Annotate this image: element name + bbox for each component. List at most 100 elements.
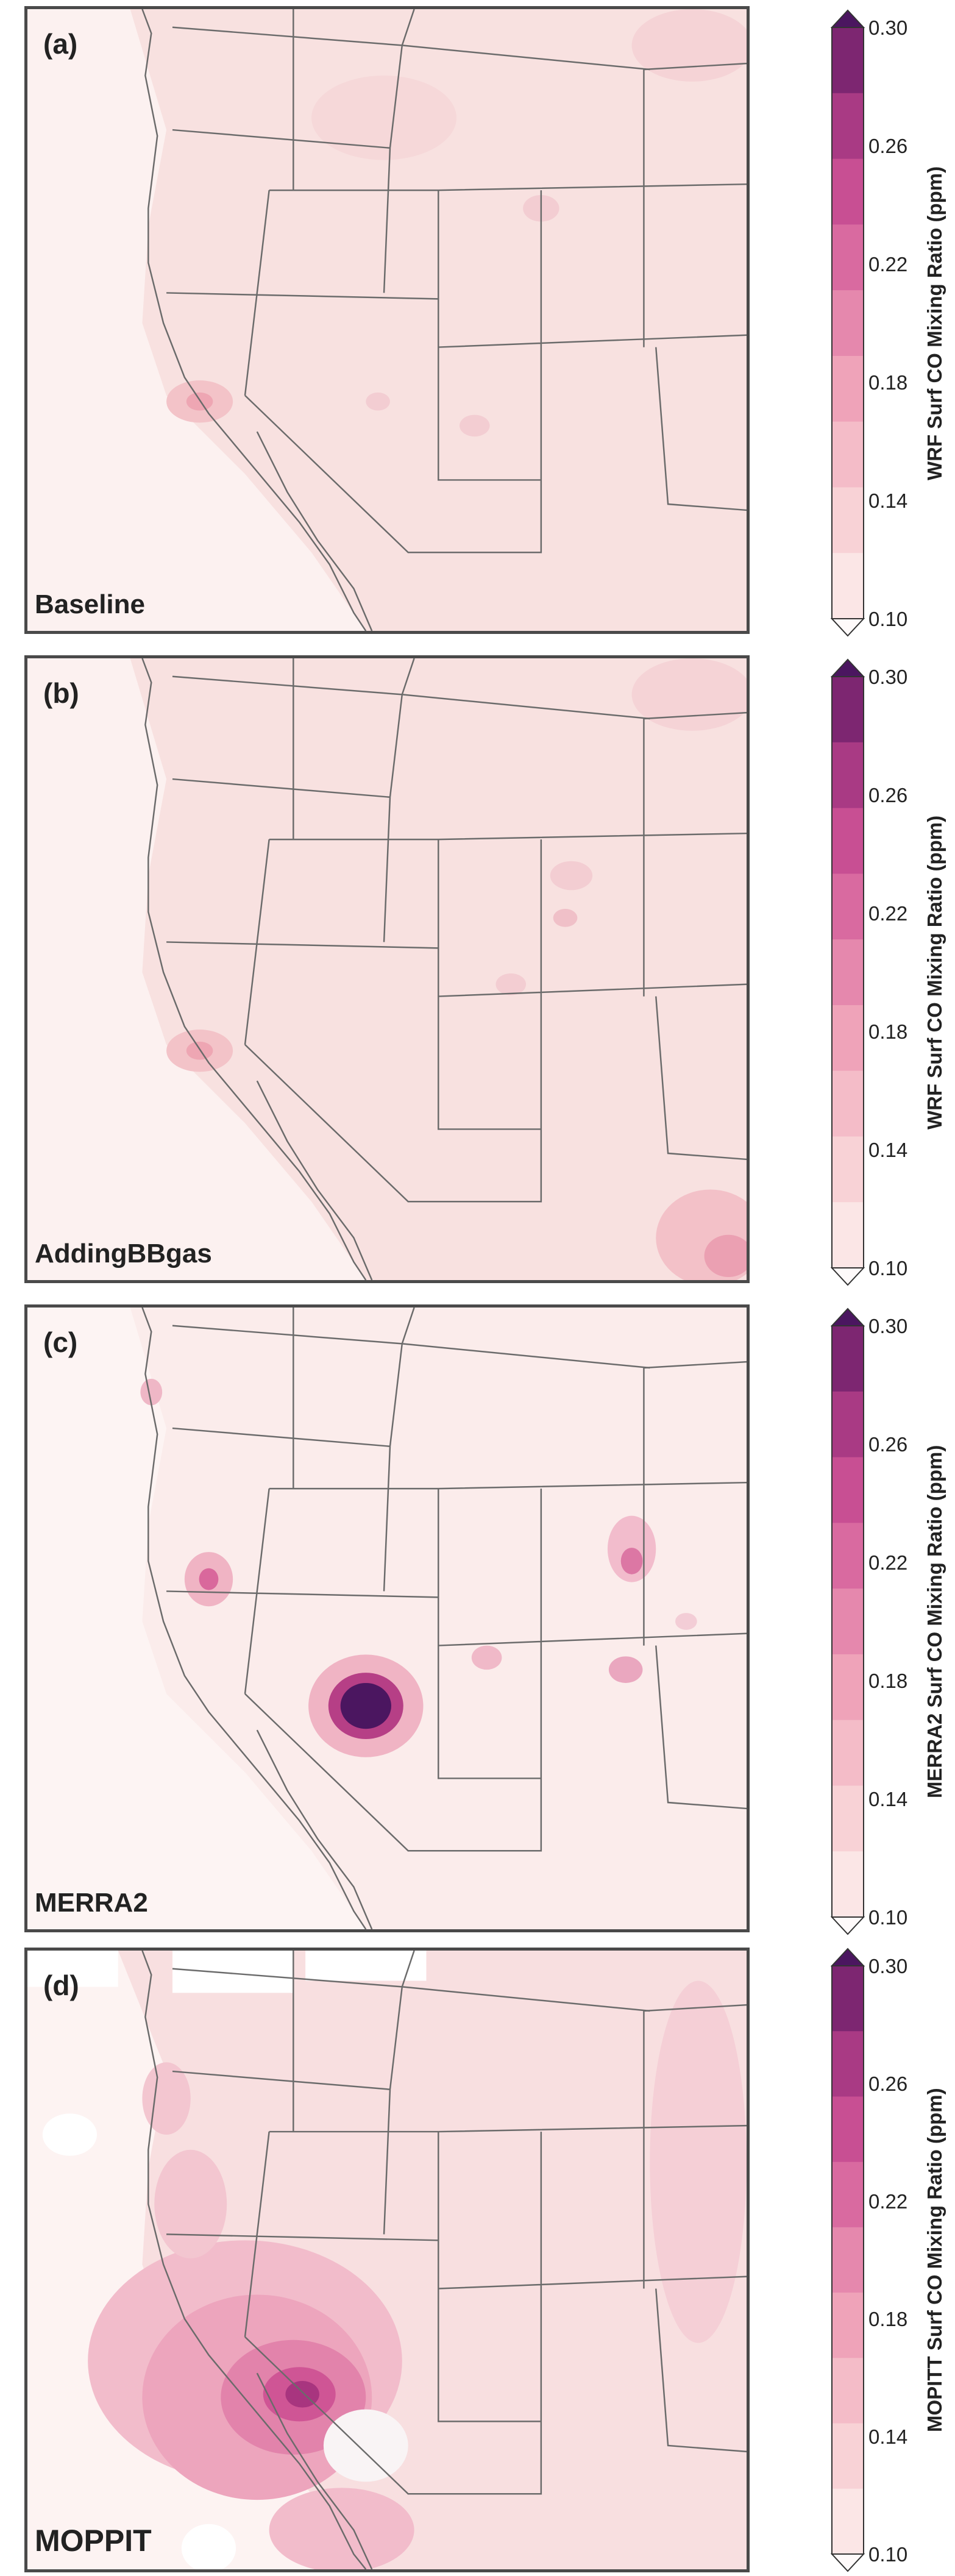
- colorbar-band: [832, 677, 864, 743]
- colorbar-title: MOPITT Surf CO Mixing Ratio (ppm): [923, 2088, 946, 2432]
- colorbar-min-arrow: [830, 618, 865, 637]
- colorbar-band: [832, 1326, 864, 1392]
- colorbar-tick: 0.30: [868, 666, 908, 688]
- panel-dataset-name: MOPPIT: [35, 2524, 152, 2558]
- colorbar-d: 0.30 0.26 0.22 0.18 0.14 0.10 MOPITT Sur…: [820, 1948, 946, 2572]
- colorbar-band: [832, 93, 864, 160]
- colorbar-band: [832, 939, 864, 1006]
- colorbar-band: [832, 2488, 864, 2555]
- colorbar-ramp: [830, 9, 865, 637]
- colorbar-tick: 0.26: [868, 135, 908, 157]
- colorbar-band: [832, 1202, 864, 1268]
- colorbar-tick: 0.22: [868, 2190, 908, 2213]
- colorbar-title: WRF Surf CO Mixing Ratio (ppm): [923, 166, 946, 480]
- panel-label: (b): [43, 677, 79, 709]
- colorbar-ramp: [830, 658, 865, 1286]
- colorbar-max-arrow: [830, 1948, 865, 1966]
- colorbar-band: [832, 1785, 864, 1852]
- colorbar-band: [832, 742, 864, 809]
- colorbar-min-arrow: [830, 2553, 865, 2572]
- colorbar-tick: 0.10: [868, 1257, 908, 1279]
- map-canvas-a: [27, 9, 747, 631]
- colorbar-min-arrow: [830, 1916, 865, 1935]
- colorbar-band: [832, 1457, 864, 1523]
- colorbar-tick: 0.10: [868, 608, 908, 630]
- colorbar-tick: 0.30: [868, 1955, 908, 1977]
- map-canvas-d: [27, 1951, 747, 2569]
- colorbar-ramp: [830, 1948, 865, 2572]
- colorbar-title: MERRA2 Surf CO Mixing Ratio (ppm): [923, 1445, 946, 1798]
- colorbar-tick: 0.22: [868, 902, 908, 925]
- colorbar-band: [832, 2293, 864, 2358]
- panel-dataset-name: Baseline: [35, 589, 145, 619]
- map-canvas-c: [27, 1308, 747, 1929]
- colorbar-band: [832, 2161, 864, 2228]
- colorbar-band: [832, 27, 864, 94]
- colorbar-band: [832, 1589, 864, 1655]
- colorbar-band: [832, 158, 864, 225]
- colorbar-tick: 0.14: [868, 489, 908, 512]
- colorbar-band: [832, 224, 864, 291]
- colorbar-band: [832, 553, 864, 619]
- colorbar-title: WRF Surf CO Mixing Ratio (ppm): [923, 815, 946, 1130]
- colorbar-band: [832, 873, 864, 940]
- colorbar-tick: 0.10: [868, 1906, 908, 1929]
- colorbar-tick: 0.30: [868, 16, 908, 39]
- colorbar-tick: 0.26: [868, 784, 908, 806]
- panel-label: (c): [43, 1326, 78, 1358]
- colorbar-tick: 0.14: [868, 1139, 908, 1161]
- colorbar-band: [832, 2358, 864, 2424]
- colorbar-band: [832, 2423, 864, 2489]
- map-boundaries-d: [141, 1951, 747, 2569]
- colorbar-band: [832, 1391, 864, 1458]
- colorbar-tick: 0.26: [868, 2073, 908, 2095]
- colorbar-c: 0.30 0.26 0.22 0.18 0.14 0.10 MERRA2 Sur…: [820, 1308, 946, 1935]
- map-panel-d: (d) MOPPIT: [24, 1948, 750, 2572]
- colorbar-max-arrow: [830, 9, 865, 28]
- colorbar-tick: 0.26: [868, 1433, 908, 1456]
- colorbar-tick: 0.30: [868, 1315, 908, 1337]
- colorbar-band: [832, 2031, 864, 2097]
- colorbar-b: 0.30 0.26 0.22 0.18 0.14 0.10 WRF Surf C…: [820, 658, 946, 1286]
- panel-dataset-name: AddingBBgas: [35, 1239, 212, 1268]
- panel-label: (a): [43, 28, 78, 60]
- colorbar-tick: 0.10: [868, 2543, 908, 2566]
- colorbar-band: [832, 290, 864, 357]
- colorbar-band: [832, 1070, 864, 1137]
- map-panel-a: (a) Baseline: [24, 6, 750, 634]
- colorbar-band: [832, 1720, 864, 1786]
- colorbar-tick: 0.18: [868, 1670, 908, 1692]
- map-panel-c: (c) MERRA2: [24, 1304, 750, 1932]
- map-canvas-b: [27, 658, 747, 1280]
- colorbar-band: [832, 1523, 864, 1589]
- colorbar-band: [832, 421, 864, 488]
- colorbar-band: [832, 808, 864, 874]
- colorbar-tick: 0.18: [868, 2308, 908, 2330]
- map-boundaries-a: [141, 9, 747, 631]
- colorbar-a: 0.30 0.26 0.22 0.18 0.14 0.10 WRF Surf C…: [820, 9, 946, 637]
- panel-dataset-name: MERRA2: [35, 1888, 148, 1918]
- colorbar-band: [832, 2096, 864, 2163]
- colorbar-tick: 0.18: [868, 371, 908, 394]
- colorbar-tick: 0.22: [868, 253, 908, 276]
- map-boundaries-b: [141, 658, 747, 1280]
- panel-label: (d): [43, 1969, 79, 2001]
- map-boundaries-c: [141, 1308, 747, 1929]
- colorbar-band: [832, 1136, 864, 1203]
- colorbar-tick: 0.18: [868, 1020, 908, 1043]
- colorbar-band: [832, 355, 864, 422]
- colorbar-ramp: [830, 1308, 865, 1935]
- colorbar-band: [832, 1005, 864, 1072]
- colorbar-band: [832, 487, 864, 553]
- colorbar-max-arrow: [830, 658, 865, 677]
- colorbar-band: [832, 1654, 864, 1721]
- colorbar-tick: 0.14: [868, 2425, 908, 2448]
- colorbar-band: [832, 2227, 864, 2293]
- colorbar-max-arrow: [830, 1308, 865, 1326]
- colorbar-band: [832, 1966, 864, 2032]
- colorbar-band: [832, 1851, 864, 1918]
- colorbar-tick: 0.14: [868, 1788, 908, 1810]
- map-panel-b: (b) AddingBBgas: [24, 655, 750, 1283]
- colorbar-tick: 0.22: [868, 1551, 908, 1574]
- colorbar-min-arrow: [830, 1267, 865, 1286]
